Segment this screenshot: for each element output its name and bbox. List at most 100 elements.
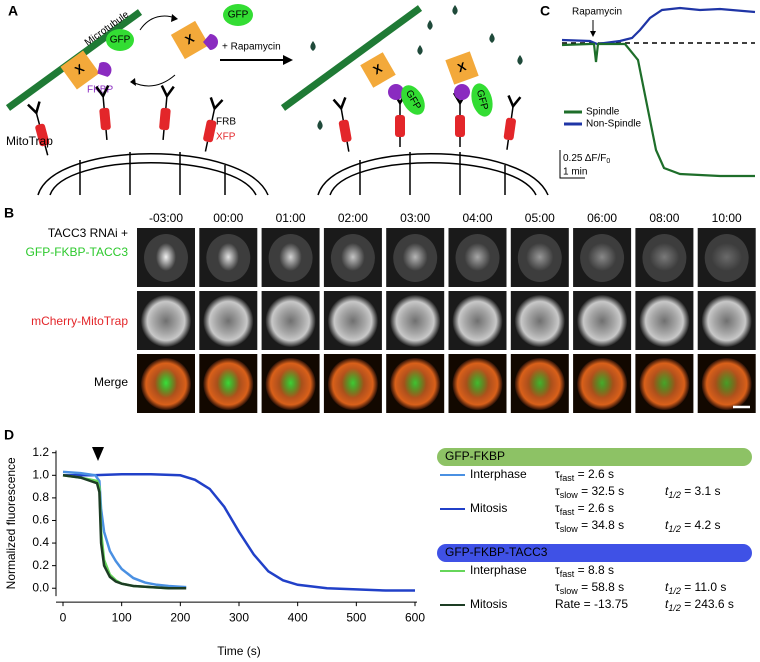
legend-group-bar (437, 448, 752, 466)
panel-d: D 0.0 0.2 0.4 0.6 0.8 1.0 1.2 0 100 200 300 400 500 6… (4, 427, 752, 658)
arrowhead (130, 78, 136, 86)
micrograph (323, 228, 382, 287)
x-protein: X (60, 50, 100, 90)
micrograph (448, 354, 507, 413)
rapamycin-arrowhead (92, 447, 104, 461)
panel-a: A Microtubule X FKBP GFP X GFP + Rapamyc… (5, 3, 549, 196)
legend-group-bar (437, 544, 752, 562)
series-line (62, 474, 169, 590)
fit-parameter: τslow = 32.5 s (555, 484, 624, 500)
legend-label: Spindle (586, 107, 620, 118)
micrograph (199, 291, 258, 350)
time-label: 08:00 (649, 211, 679, 225)
micrograph (199, 228, 258, 287)
arrowhead (590, 31, 596, 37)
micrograph (697, 291, 756, 350)
micrograph (137, 354, 195, 413)
rapamycin-label: + Rapamycin (222, 42, 281, 53)
gfp (223, 4, 253, 26)
xfp-label: XFP (216, 132, 236, 143)
row-label: GFP-FKBP-TACC3 (26, 245, 129, 259)
fit-parameter: τfast = 2.6 s (555, 467, 614, 483)
x-tick-label: 0 (60, 610, 67, 624)
legend-group-title: GFP-FKBP (445, 449, 505, 463)
mitotrap-label: MitoTrap (6, 134, 53, 148)
non-spindle-trace (561, 6, 756, 46)
micrograph (261, 291, 320, 350)
fit-parameter: τfast = 2.6 s (555, 501, 614, 517)
micrograph (386, 228, 445, 287)
mitochondrion (317, 153, 549, 196)
micrograph (697, 228, 756, 287)
time-label: 02:00 (338, 211, 368, 225)
cristae (79, 152, 226, 195)
micrograph (386, 291, 445, 350)
gfp-label: GFP (110, 35, 131, 46)
y-tick-label: 0.4 (32, 535, 49, 549)
panel-label: C (540, 3, 550, 19)
gfp-label: GFP (228, 10, 249, 21)
micrograph (199, 354, 258, 413)
mitochondrion (37, 153, 269, 196)
legend-label: Mitosis (470, 501, 507, 515)
micrograph (573, 228, 632, 287)
legend-label: Interphase (470, 467, 527, 481)
micrograph (510, 291, 569, 350)
micrograph (261, 228, 320, 287)
scale-y-label: 0.25 ΔF/F0 (563, 153, 610, 165)
x-tick-label: 400 (288, 610, 308, 624)
micrograph (573, 354, 632, 413)
time-label: 03:00 (400, 211, 430, 225)
fkbp (97, 62, 112, 77)
time-label: -03:00 (149, 211, 183, 225)
micrograph (448, 291, 507, 350)
arrowhead (283, 55, 293, 65)
micrograph (635, 228, 694, 287)
fit-parameter: t1/2 = 3.1 s (665, 484, 721, 500)
time-label: 04:00 (462, 211, 492, 225)
time-label: 05:00 (525, 211, 555, 225)
series-line (63, 472, 415, 592)
x-tick-label: 500 (346, 610, 366, 624)
micrograph (323, 291, 382, 350)
micrograph (510, 228, 569, 287)
micrograph (323, 354, 382, 413)
mitochondrion (329, 162, 537, 196)
fit-parameter: τslow = 34.8 s (555, 518, 624, 534)
micrograph (137, 291, 195, 350)
panel-b: B -03:00 00:00 01:00 02:00 03:00 04:00 05:00 06… (4, 205, 756, 413)
y-tick-label: 0.2 (32, 558, 49, 572)
time-label: 00:00 (213, 211, 243, 225)
rapamycin-label: Rapamycin (572, 7, 622, 18)
y-tick-label: 0.0 (32, 580, 49, 594)
y-tick-label: 0.6 (32, 513, 49, 527)
micrograph (386, 354, 445, 413)
row-label: Merge (94, 375, 128, 389)
fkbp (203, 34, 218, 50)
gfp (106, 29, 134, 51)
arrow (139, 15, 176, 31)
series-line (62, 474, 187, 590)
legend-label: Non-Spindle (586, 119, 641, 130)
fit-parameter: τslow = 58.8 s (555, 580, 624, 596)
legend-group-title: GFP-FKBP-TACC3 (445, 545, 548, 559)
panel-label: B (4, 205, 14, 221)
gfp-label: GFP (474, 89, 490, 112)
fit-parameter: t1/2 = 4.2 s (665, 518, 721, 534)
x-tick-label: 300 (229, 610, 249, 624)
mitochondrion (49, 162, 257, 196)
y-tick-label: 0.8 (32, 490, 49, 504)
micrograph (448, 228, 507, 287)
cristae (359, 152, 506, 195)
micrograph (697, 354, 756, 413)
panel-label: D (4, 427, 14, 443)
legend-label: Interphase (470, 563, 527, 577)
micrograph (635, 354, 694, 413)
fit-parameter: Rate = -13.75 (555, 597, 628, 611)
series-line (62, 470, 187, 589)
y-axis-label: Normalized fluorescence (4, 457, 18, 589)
x-tick-label: 200 (170, 610, 190, 624)
microtubule (280, 5, 423, 111)
micrograph (510, 354, 569, 413)
micrograph (573, 291, 632, 350)
